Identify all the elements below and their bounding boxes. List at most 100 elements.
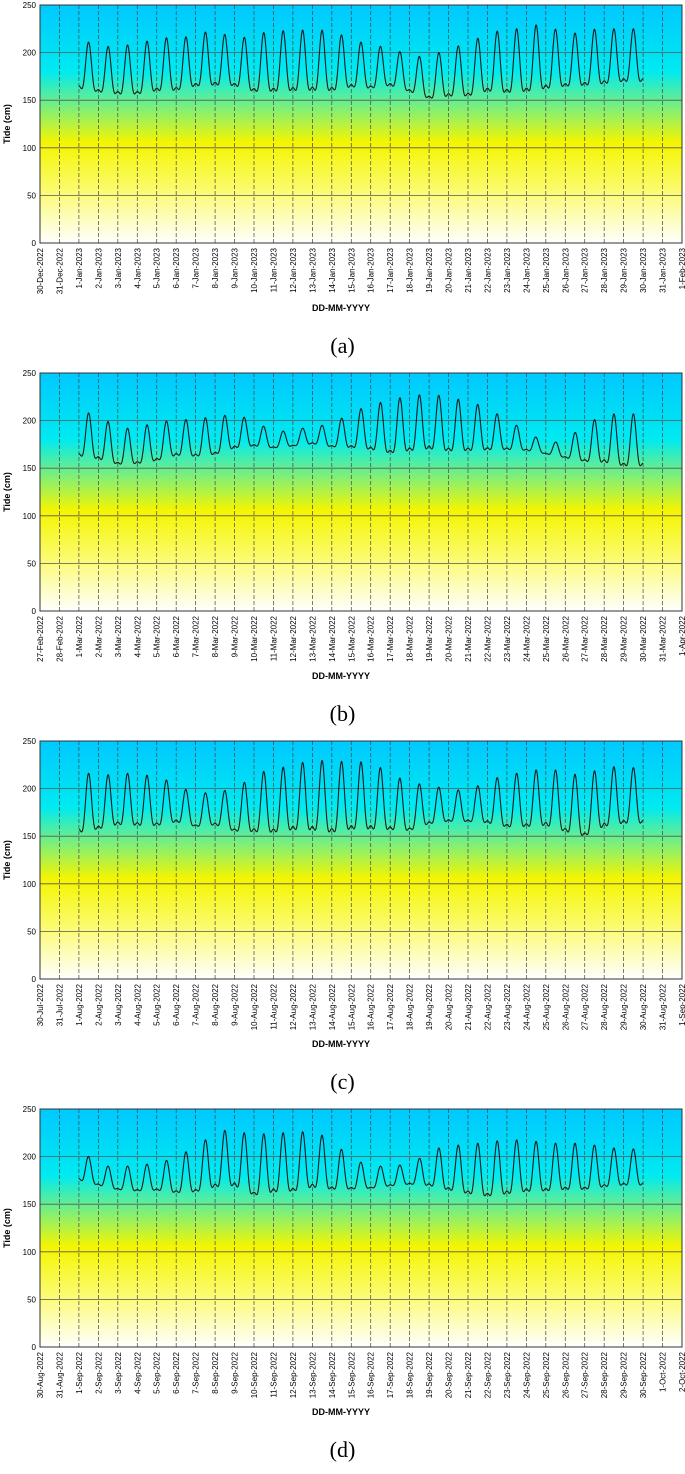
x-tick-label: 31-Jan-2023 xyxy=(659,247,668,292)
x-tick-label: 3-Mar-2022 xyxy=(114,615,123,657)
x-tick-label: 1-Jan-2023 xyxy=(75,247,84,288)
panel-caption: (b) xyxy=(329,701,356,726)
x-tick-label: 23-Aug-2022 xyxy=(503,983,512,1030)
y-tick-label: 150 xyxy=(23,832,37,841)
x-tick-label: 25-Mar-2022 xyxy=(542,615,551,661)
y-tick-label: 50 xyxy=(27,927,36,936)
x-tick-label: 6-Jan-2023 xyxy=(172,247,181,288)
x-tick-label: 16-Jan-2023 xyxy=(367,247,376,292)
x-tick-label: 24-Aug-2022 xyxy=(522,983,531,1030)
x-tick-label: 27-Jan-2023 xyxy=(581,247,590,292)
x-tick-label: 24-Sep-2022 xyxy=(522,1351,531,1398)
x-tick-label: 28-Feb-2022 xyxy=(55,615,64,661)
x-tick-label: 4-Jan-2023 xyxy=(133,247,142,288)
x-tick-label: 1-Oct-2022 xyxy=(659,1351,668,1392)
x-tick-label: 21-Aug-2022 xyxy=(464,983,473,1030)
x-tick-label: 5-Aug-2022 xyxy=(153,983,162,1025)
plot-background xyxy=(40,373,682,611)
x-tick-label: 1-Sep-2022 xyxy=(75,1351,84,1393)
tide-chart: 0 50 100 150 200 250 30-Dec-2022 31-Dec-2022 1-J… xyxy=(2,1,685,313)
x-tick-label: 3-Sep-2022 xyxy=(114,1351,123,1393)
tide-series-line xyxy=(78,1129,644,1197)
x-tick-label: 30-Jul-2022 xyxy=(36,983,45,1026)
y-axis-label: Tide (cm) xyxy=(2,840,12,880)
x-tick-label: 21-Mar-2022 xyxy=(464,615,473,661)
x-tick-label: 9-Sep-2022 xyxy=(231,1351,240,1393)
x-tick-label: 2-Oct-2022 xyxy=(678,1351,685,1392)
x-tick-label: 18-Mar-2022 xyxy=(406,615,415,661)
x-tick-label: 7-Sep-2022 xyxy=(192,1351,201,1393)
x-tick-label: 7-Mar-2022 xyxy=(192,615,201,657)
x-tick-label: 13-Mar-2022 xyxy=(308,615,317,661)
tide-chart: 0 50 100 150 200 250 30-Aug-2022 31-Aug-2022 1-S… xyxy=(2,1105,685,1417)
y-axis-label: Tide (cm) xyxy=(2,104,12,144)
x-tick-label: 15-Jan-2023 xyxy=(347,247,356,292)
x-tick-label: 21-Jan-2023 xyxy=(464,247,473,292)
x-tick-label: 30-Aug-2022 xyxy=(36,1351,45,1398)
x-tick-label: 27-Aug-2022 xyxy=(581,983,590,1030)
x-tick-label: 19-Jan-2023 xyxy=(425,247,434,292)
y-tick-label: 250 xyxy=(23,369,37,378)
plot-background xyxy=(40,741,682,979)
x-tick-label: 30-Dec-2022 xyxy=(36,247,45,294)
x-tick-label: 31-Dec-2022 xyxy=(55,247,64,294)
x-tick-label: 27-Sep-2022 xyxy=(581,1351,590,1398)
plot-frame xyxy=(39,1108,683,1348)
x-tick-label: 23-Sep-2022 xyxy=(503,1351,512,1398)
x-tick-label: 19-Sep-2022 xyxy=(425,1351,434,1398)
x-tick-label: 24-Jan-2023 xyxy=(522,247,531,292)
x-tick-label: 28-Jan-2023 xyxy=(600,247,609,292)
panel-caption: (c) xyxy=(330,1069,355,1094)
x-tick-label: 28-Aug-2022 xyxy=(600,983,609,1030)
x-tick-label: 26-Jan-2023 xyxy=(561,247,570,292)
x-tick-label: 11-Aug-2022 xyxy=(269,983,278,1029)
x-tick-label: 31-Jul-2022 xyxy=(55,983,64,1026)
x-tick-label: 14-Jan-2023 xyxy=(328,247,337,292)
x-tick-label: 14-Sep-2022 xyxy=(328,1351,337,1398)
x-tick-label: 27-Mar-2022 xyxy=(581,615,590,661)
y-tick-label: 200 xyxy=(23,417,37,426)
x-tick-label: 12-Jan-2023 xyxy=(289,247,298,292)
x-tick-label: 30-Mar-2022 xyxy=(639,615,648,661)
plot-frame xyxy=(39,740,683,980)
y-tick-label: 0 xyxy=(32,239,37,248)
y-tick-label: 150 xyxy=(23,1200,37,1209)
y-tick-label: 250 xyxy=(23,1,37,10)
y-tick-label: 0 xyxy=(32,975,37,984)
x-tick-label: 11-Sep-2022 xyxy=(269,1351,278,1397)
x-tick-label: 12-Sep-2022 xyxy=(289,1351,298,1398)
panel-caption: (d) xyxy=(329,1437,356,1462)
plot-frame xyxy=(39,372,683,612)
x-tick-label: 23-Jan-2023 xyxy=(503,247,512,292)
x-tick-label: 4-Mar-2022 xyxy=(133,615,142,657)
x-tick-label: 17-Mar-2022 xyxy=(386,615,395,661)
x-tick-label: 10-Jan-2023 xyxy=(250,247,259,292)
x-tick-label: 12-Aug-2022 xyxy=(289,983,298,1030)
x-tick-label: 14-Mar-2022 xyxy=(328,615,337,661)
x-tick-label: 5-Jan-2023 xyxy=(153,247,162,288)
x-tick-label: 18-Sep-2022 xyxy=(406,1351,415,1398)
x-tick-label: 22-Jan-2023 xyxy=(483,247,492,292)
tide-series-line xyxy=(78,759,644,836)
tide-chart: 0 50 100 150 200 250 27-Feb-2022 28-Feb-2022 1-M… xyxy=(2,369,685,681)
tide-chart-panel: 0 50 100 150 200 250 30-Dec-2022 31-Dec-2022 1-J… xyxy=(0,0,685,368)
y-tick-label: 0 xyxy=(32,1343,37,1352)
tide-series-line xyxy=(78,24,644,99)
x-tick-label: 31-Mar-2022 xyxy=(659,615,668,661)
x-tick-label: 10-Aug-2022 xyxy=(250,983,259,1030)
x-axis-label: DD-MM-YYYY xyxy=(312,303,370,313)
x-tick-label: 10-Sep-2022 xyxy=(250,1351,259,1398)
x-tick-label: 5-Mar-2022 xyxy=(153,615,162,657)
y-axis-label: Tide (cm) xyxy=(2,1208,12,1248)
x-tick-label: 26-Aug-2022 xyxy=(561,983,570,1030)
x-tick-label: 11-Jan-2023 xyxy=(269,247,278,292)
x-tick-label: 22-Sep-2022 xyxy=(483,1351,492,1398)
y-tick-label: 250 xyxy=(23,737,37,746)
x-tick-label: 30-Sep-2022 xyxy=(639,1351,648,1398)
x-tick-label: 1-Apr-2022 xyxy=(678,615,685,656)
x-tick-label: 22-Aug-2022 xyxy=(483,983,492,1030)
x-tick-label: 7-Aug-2022 xyxy=(192,983,201,1025)
x-tick-label: 15-Sep-2022 xyxy=(347,1351,356,1398)
x-tick-label: 19-Aug-2022 xyxy=(425,983,434,1030)
x-tick-label: 14-Aug-2022 xyxy=(328,983,337,1030)
